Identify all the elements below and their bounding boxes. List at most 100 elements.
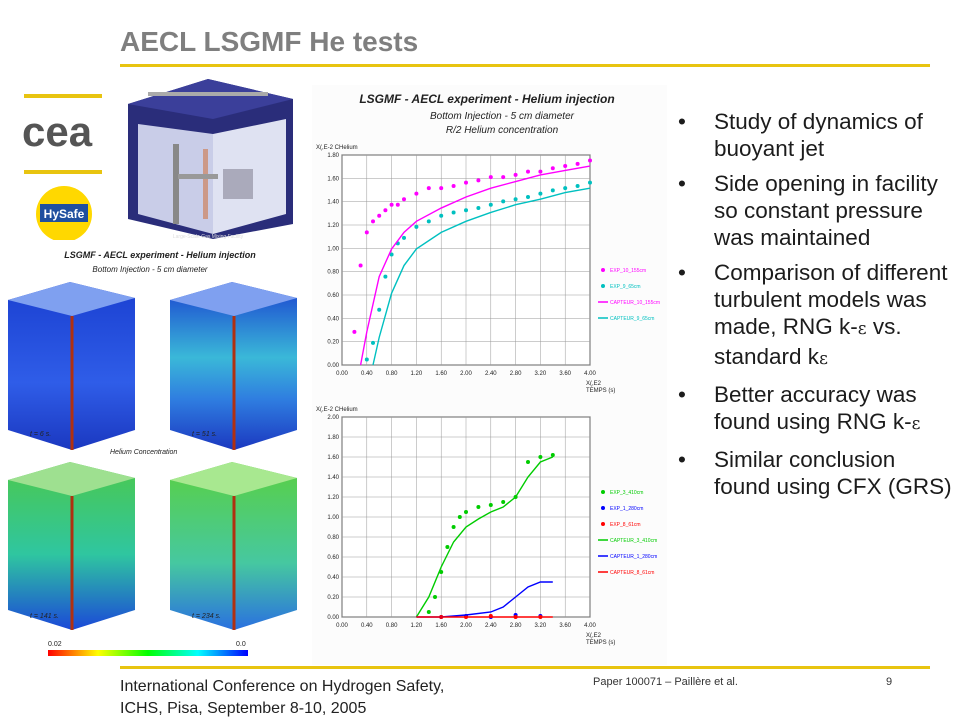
bullet-text: Side opening in facility so constant pre… [714, 171, 938, 250]
chart-top: LSGMF - AECL experiment - Helium injecti… [312, 85, 667, 397]
data-point [426, 186, 431, 191]
x-tick-label: 1.60 [435, 623, 447, 629]
data-point [445, 545, 450, 549]
y-tick-label: 0.80 [327, 535, 339, 541]
y-tick-label: 1.60 [327, 455, 339, 461]
x-axis-label: X(,E2 [586, 633, 602, 639]
data-point [414, 191, 419, 196]
data-point [383, 208, 388, 213]
data-point [433, 595, 437, 599]
y-tick-label: 1.80 [327, 153, 339, 159]
data-point [439, 186, 444, 191]
data-point [550, 453, 555, 457]
chart-title: LSGMF - AECL experiment - Helium injecti… [359, 92, 614, 106]
footer-paper-ref: Paper 100071 – Paillère et al. [593, 676, 738, 688]
data-point [588, 158, 592, 163]
footer-rule [120, 666, 930, 669]
data-point [575, 183, 580, 188]
data-point [538, 169, 543, 174]
x-axis-label: TEMPS (s) [586, 640, 615, 646]
x-tick-label: 3.20 [535, 371, 547, 377]
y-tick-label: 0.20 [327, 595, 339, 601]
data-point [526, 460, 530, 464]
data-point [364, 357, 369, 362]
x-tick-label: 2.00 [460, 371, 472, 377]
y-tick-label: 1.20 [327, 495, 339, 501]
y-tick-label: 0.00 [327, 615, 339, 621]
data-point [364, 230, 369, 235]
data-point [389, 252, 394, 257]
bullet-item: Better accuracy was found using RNG k-ε [676, 381, 956, 438]
x-tick-label: 2.40 [485, 623, 497, 629]
y-tick-label: 0.40 [327, 575, 339, 581]
x-tick-label: 0.80 [386, 623, 398, 629]
series-line [359, 165, 591, 366]
legend-swatch [601, 490, 605, 494]
legend-entry: EXP_1_280cm [610, 506, 643, 512]
data-point [451, 183, 456, 188]
epsilon-symbol: ε [857, 319, 867, 339]
sim-scale-min: 0.02 [48, 641, 62, 648]
slide-title: AECL LSGMF He tests [120, 26, 419, 57]
data-point [488, 175, 493, 180]
data-point [426, 219, 431, 224]
sim-time-1: t = 6 s. [30, 431, 51, 438]
y-tick-label: 0.60 [327, 293, 339, 299]
cea-logo-text: cea [22, 108, 93, 155]
data-point [476, 206, 481, 211]
facility-caption: Large-Scale Gas Mixing Facility [173, 234, 244, 240]
data-point [550, 166, 555, 171]
data-point [476, 505, 481, 509]
legend-entry: CAPTEUR_1_280cm [610, 554, 657, 560]
data-point [526, 195, 530, 199]
sim-time-4: t = 234 s. [192, 613, 221, 620]
sim-color-scale [48, 650, 248, 656]
hysafe-logo-text: HySafe [44, 207, 85, 221]
x-tick-label: 0.40 [361, 623, 373, 629]
data-point [588, 180, 592, 185]
data-point [451, 210, 456, 215]
x-tick-label: 3.60 [559, 371, 571, 377]
sim-block-4 [170, 462, 297, 630]
x-tick-label: 1.20 [411, 371, 423, 377]
facility-roof [128, 79, 293, 119]
x-tick-label: 0.40 [361, 371, 373, 377]
data-point [501, 175, 506, 180]
y-tick-label: 1.40 [327, 475, 339, 481]
data-point [377, 213, 382, 218]
facility-illustration: Large-Scale Gas Mixing Facility [128, 79, 293, 240]
data-point [464, 510, 468, 514]
facility-room [223, 169, 253, 199]
bullet-item: Similar conclusion found using CFX (GRS) [676, 446, 956, 500]
legend-swatch [601, 284, 605, 288]
bullet-text: vs. standard k [714, 314, 902, 369]
data-point [426, 610, 431, 614]
data-point [550, 188, 555, 193]
data-point [501, 199, 506, 204]
data-point [371, 219, 375, 224]
data-point [513, 172, 518, 177]
y-tick-label: 2.00 [327, 415, 339, 421]
x-tick-label: 2.00 [460, 623, 472, 629]
sim-time-3: t = 141 s. [30, 613, 59, 620]
data-point [389, 202, 394, 207]
x-tick-label: 2.40 [485, 371, 497, 377]
epsilon-symbol: ε [911, 414, 921, 434]
facility-pipe-2 [203, 149, 208, 219]
data-point [358, 263, 363, 268]
logos: cea HySafe [22, 94, 102, 242]
chart-bottom: X(,E-2 CHelium 0.00 0.40 0.80 1.20 1.60 2.00 2.… [312, 397, 667, 665]
data-point [352, 329, 357, 334]
sim-scale-max: 0.0 [236, 641, 246, 648]
sim-block-1 [8, 282, 135, 450]
data-point [414, 224, 419, 229]
series-line [372, 187, 591, 366]
data-point [457, 515, 462, 519]
footer-conference: International Conference on Hydrogen Saf… [120, 678, 445, 717]
x-tick-label: 2.80 [510, 371, 522, 377]
x-tick-label: 3.60 [559, 623, 571, 629]
x-tick-label: 0.00 [336, 371, 348, 377]
x-tick-label: 4.00 [584, 623, 596, 629]
data-point [538, 191, 543, 196]
data-point [371, 340, 375, 345]
